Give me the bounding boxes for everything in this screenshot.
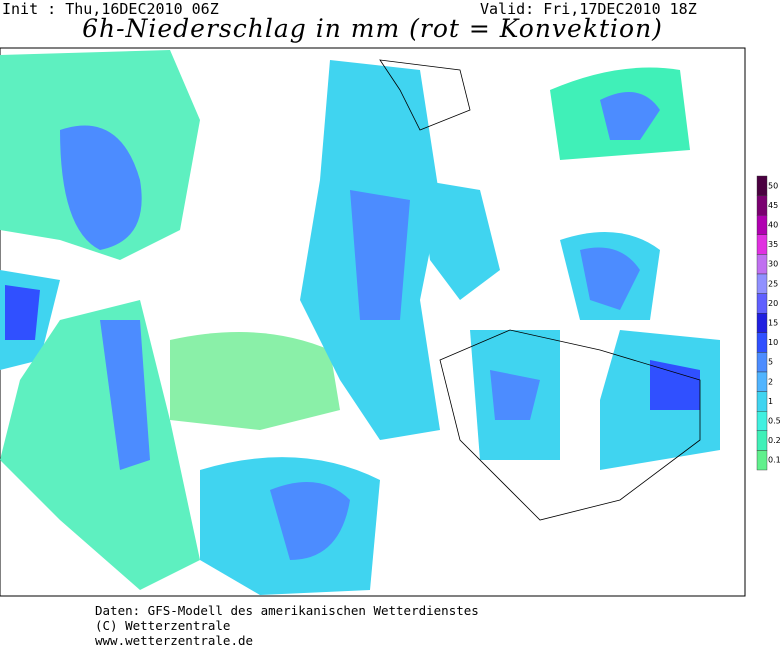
color-bar-segment xyxy=(756,273,768,294)
color-bar-label: 50 xyxy=(768,181,778,190)
color-bar-segment xyxy=(756,195,768,216)
color-bar-label: 2 xyxy=(768,377,773,386)
color-bar-segment xyxy=(756,293,768,314)
color-bar-segment xyxy=(756,332,768,353)
color-bar-segment xyxy=(756,254,768,275)
color-bar-segment xyxy=(756,450,768,471)
color-bar-segment xyxy=(756,371,768,392)
init-time: Init : Thu,16DEC2010 06Z xyxy=(2,0,219,18)
color-bar-label: 10 xyxy=(768,338,778,347)
map-title: 6h-Niederschlag in mm (rot = Konvektion) xyxy=(82,14,663,43)
color-bar-segment xyxy=(756,214,768,235)
color-bar-segment xyxy=(756,175,768,196)
map: 50 45 40 35 30 25 20 15 10 5 2 1 0.5 0.2 0.1 xyxy=(0,47,781,597)
color-bar-label: 30 xyxy=(768,260,778,269)
color-bar-label: 15 xyxy=(768,319,778,328)
footer-source: Daten: GFS-Modell des amerikanischen Wet… xyxy=(95,603,479,618)
color-bar-label: 1 xyxy=(768,397,773,406)
valid-time: Valid: Fri,17DEC2010 18Z xyxy=(480,0,697,18)
color-bar-segment xyxy=(756,234,768,255)
footer-copyright: (C) Wetterzentrale xyxy=(95,618,231,633)
precip-field xyxy=(0,47,746,597)
color-bar-label: 0.2 xyxy=(768,436,781,445)
color-bar-label: 40 xyxy=(768,221,778,230)
color-bar-label: 45 xyxy=(768,201,778,210)
color-bar-segment xyxy=(756,352,768,373)
color-bar-label: 0.1 xyxy=(768,456,781,465)
color-bar-segment xyxy=(756,430,768,451)
color-bar-segment xyxy=(756,391,768,412)
color-bar-label: 25 xyxy=(768,279,778,288)
color-bar-label: 35 xyxy=(768,240,778,249)
color-bar-label: 20 xyxy=(768,299,778,308)
color-bar-segment xyxy=(756,411,768,432)
color-bar: 50 45 40 35 30 25 20 15 10 5 2 1 0.5 0.2 0.1 xyxy=(756,175,781,471)
color-bar-segment xyxy=(756,313,768,334)
color-bar-label: 0.5 xyxy=(768,417,781,426)
color-bar-label: 5 xyxy=(768,358,773,367)
footer-url: www.wetterzentrale.de xyxy=(95,633,254,648)
